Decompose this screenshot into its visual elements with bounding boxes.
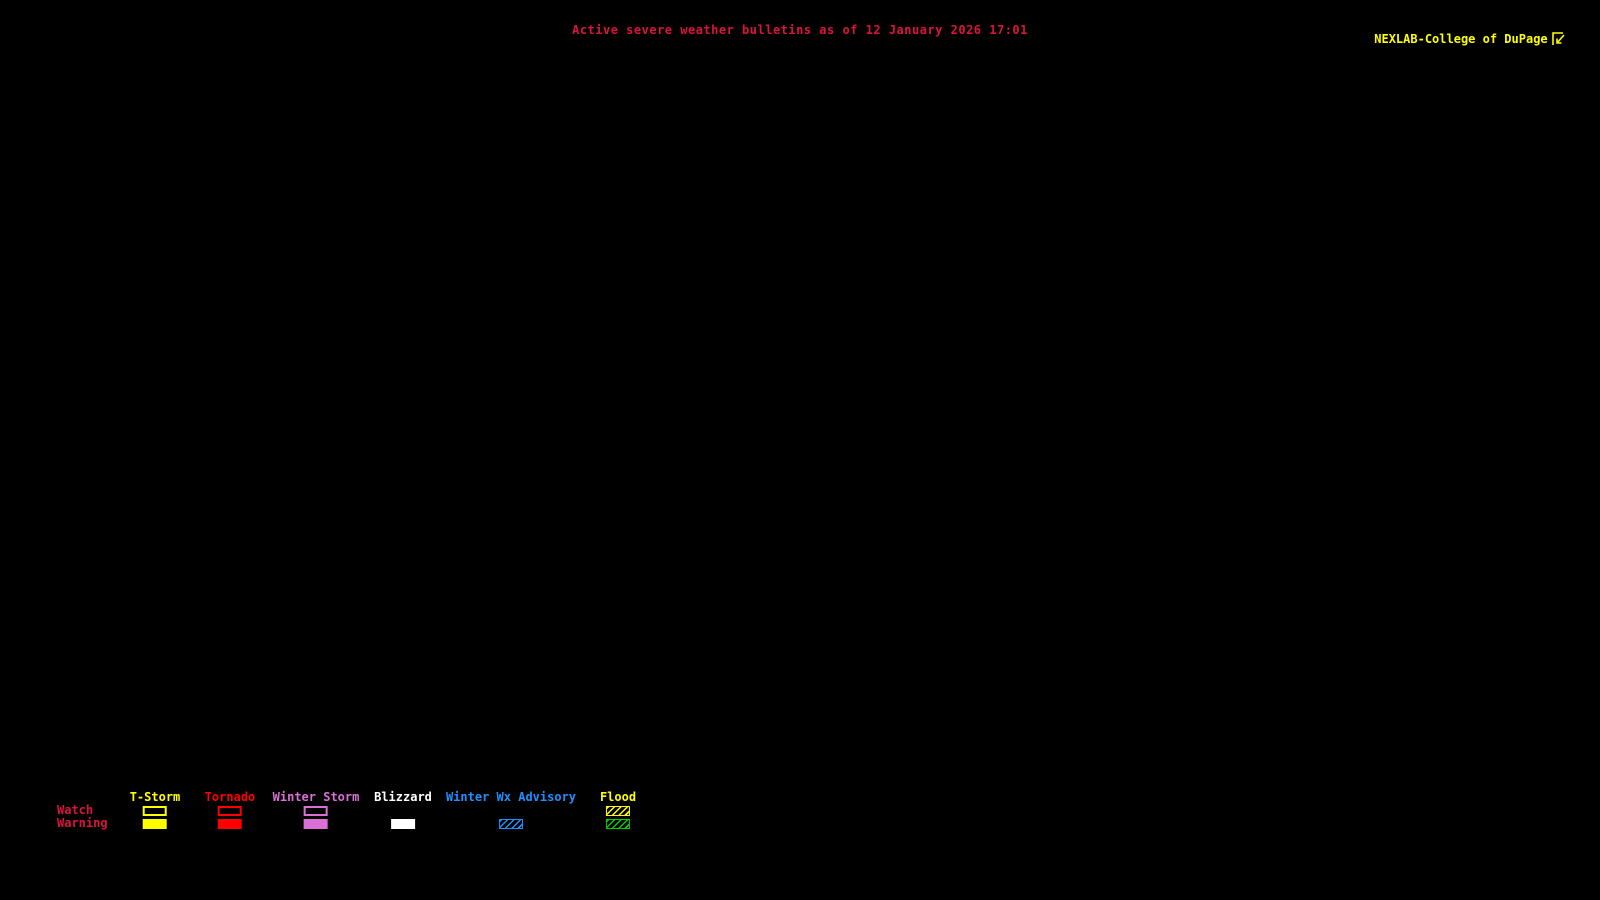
legend-label-tornado: Tornado: [204, 790, 256, 804]
branding: NEXLAB-College of DuPage: [1374, 4, 1595, 74]
legend-label-winter-wx-advisory: Winter Wx Advisory: [445, 790, 577, 804]
blizzard-warning-box: [390, 818, 415, 829]
flood-watch-box: [606, 805, 630, 816]
legend-column-winter-wx-advisory: Winter Wx Advisory: [446, 790, 576, 830]
legend-label-winter-storm: Winter Storm: [272, 790, 360, 804]
winter-storm-warning-box: [303, 818, 328, 829]
winter-storm-watch-box: [303, 805, 328, 816]
branding-text: NEXLAB-College of DuPage: [1374, 32, 1548, 46]
tstorm-watch-box: [142, 805, 167, 816]
winter-wx-advisory-warning-box: [498, 818, 523, 829]
flood-watch-swatch: [606, 804, 630, 817]
winter-storm-watch-swatch: [303, 804, 328, 817]
legend-column-winter-storm: Winter Storm: [272, 790, 360, 830]
blizzard-warning-swatch: [390, 817, 415, 830]
legend-column-flood: Flood: [600, 790, 636, 830]
tornado-warning-box: [217, 818, 242, 829]
legend-label-blizzard: Blizzard: [374, 790, 432, 804]
legend-row-watch-label: Watch: [57, 803, 94, 817]
legend-label-flood: Flood: [599, 790, 637, 804]
legend-label-tstorm: T-Storm: [129, 790, 181, 804]
flood-warning-swatch: [606, 817, 630, 830]
tstorm-watch-swatch: [142, 804, 167, 817]
tstorm-warning-box: [142, 818, 167, 829]
corner-arrow-logo-icon: [1551, 4, 1595, 74]
legend-column-tstorm: T-Storm: [129, 790, 181, 830]
winter-storm-warning-swatch: [303, 817, 328, 830]
legend-row-warning-label: Warning: [57, 816, 108, 830]
tstorm-warning-swatch: [142, 817, 167, 830]
tornado-watch-swatch: [217, 804, 242, 817]
legend-column-tornado: Tornado: [204, 790, 256, 830]
winter-wx-advisory-warning-swatch: [498, 817, 523, 830]
page-title: Active severe weather bulletins as of 12…: [572, 23, 1028, 37]
tornado-watch-box: [217, 805, 242, 816]
legend-column-blizzard: Blizzard: [374, 790, 432, 830]
flood-warning-box: [606, 818, 630, 829]
tornado-warning-swatch: [217, 817, 242, 830]
